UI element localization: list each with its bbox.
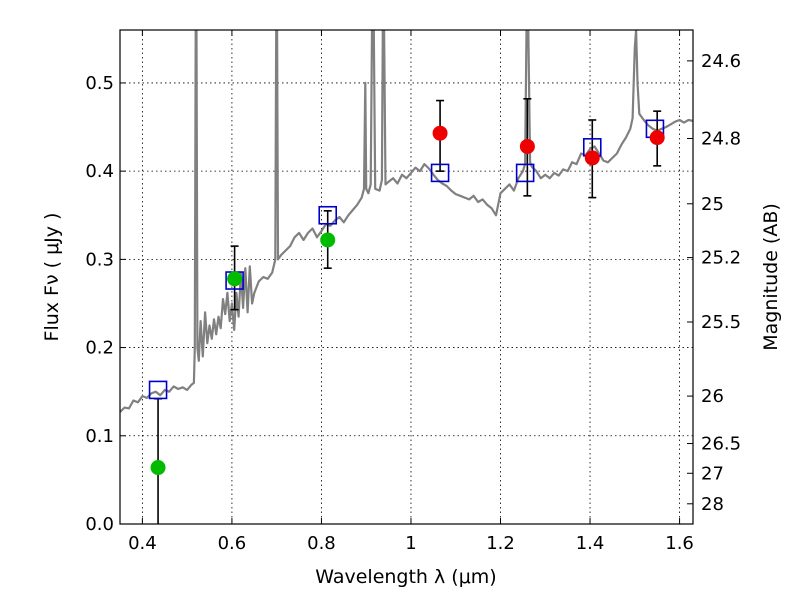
magnitude-tick-label: 25.2 <box>701 248 741 269</box>
plot-frame <box>119 29 694 525</box>
x-tick-label: 0.4 <box>128 533 157 554</box>
x-tick-label: 0.6 <box>218 533 247 554</box>
magnitude-tick-label: 24.6 <box>701 51 741 72</box>
y-tick-label: 0.5 <box>85 73 114 94</box>
magnitude-tick-label: 26.5 <box>701 434 741 455</box>
x-tick-label: 0.8 <box>307 533 336 554</box>
model-photometry-square <box>318 205 338 225</box>
observed-optical-point <box>227 271 243 287</box>
y-tick-label: 0.4 <box>85 161 114 182</box>
model-spectrum-line <box>120 30 693 413</box>
y-tick-label: 0.1 <box>85 426 114 447</box>
marker-layer <box>148 119 665 476</box>
errorbar-layer <box>154 98 662 524</box>
magnitude-tick-label: 28 <box>701 494 724 515</box>
observed-nir-point <box>519 138 535 154</box>
magnitude-tick-label: 25 <box>701 194 724 215</box>
x-tick-label: 1.6 <box>665 533 694 554</box>
magnitude-tick-label: 25.5 <box>701 312 741 333</box>
observed-optical-point <box>320 232 336 248</box>
y-axis-label-right: Magnitude (AB) <box>760 203 782 351</box>
magnitude-tick-label: 27 <box>701 463 724 484</box>
gridlines <box>120 30 693 525</box>
observed-nir-point <box>649 130 665 146</box>
x-tick-label: 1.2 <box>486 533 515 554</box>
model-spectrum-layer <box>120 30 693 413</box>
observed-nir-point <box>584 150 600 166</box>
x-tick-label: 1.4 <box>576 533 605 554</box>
magnitude-axis-ticks: 24.6 24.8 25 25.2 25.5 26 26.5 27 28 <box>687 51 741 515</box>
y-axis-label-left: Flux Fν ( μJy ) <box>41 213 63 342</box>
observed-optical-point <box>150 460 166 476</box>
magnitude-tick-label: 26 <box>701 386 724 407</box>
y-axis-ticks: 0.0 0.1 0.2 0.3 0.4 0.5 <box>85 73 126 535</box>
x-tick-label: 1 <box>405 533 416 554</box>
model-photometry-square <box>515 163 535 183</box>
model-photometry-square <box>148 380 168 400</box>
y-tick-label: 0.0 <box>85 514 114 535</box>
x-axis-label: Wavelength λ (μm) <box>315 566 496 588</box>
magnitude-tick-label: 24.8 <box>701 129 741 150</box>
x-axis-ticks: 0.4 0.6 0.8 1 1.2 1.4 1.6 <box>128 30 694 554</box>
model-photometry-square <box>430 163 450 183</box>
y-tick-label: 0.2 <box>85 338 114 359</box>
y-tick-label: 0.3 <box>85 249 114 270</box>
observed-nir-point <box>432 125 448 141</box>
